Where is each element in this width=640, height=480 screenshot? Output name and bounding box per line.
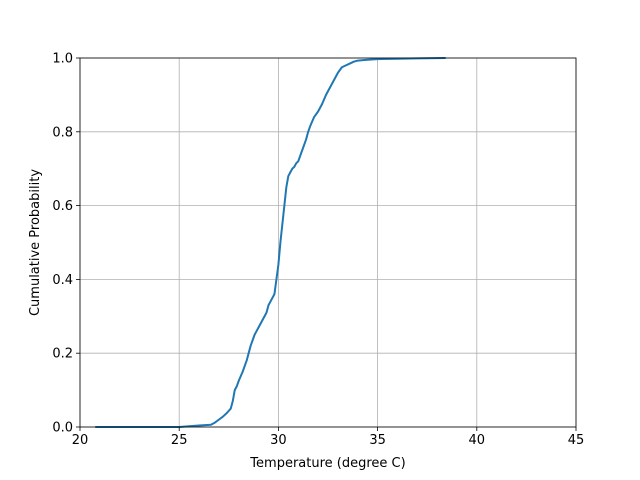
x-tick-label: 45 <box>568 433 585 448</box>
y-tick-label: 0.6 <box>52 199 73 214</box>
grid <box>79 57 577 428</box>
x-axis-label: Temperature (degree C) <box>249 456 405 471</box>
x-tick-label: 30 <box>270 433 287 448</box>
series-layer <box>94 57 447 428</box>
y-tick-label: 0.0 <box>52 421 73 436</box>
y-axis: 0.0 0.2 0.4 0.6 0.8 1.0 <box>52 52 80 436</box>
x-tick-label: 40 <box>469 433 486 448</box>
y-axis-label: Cumulative Probability <box>28 169 43 316</box>
x-tick-label: 35 <box>369 433 386 448</box>
y-tick-label: 1.0 <box>52 52 73 67</box>
x-tick-label: 25 <box>171 433 188 448</box>
plot-frame <box>79 57 577 428</box>
y-tick-label: 0.2 <box>52 347 73 362</box>
cdf-line <box>94 57 447 428</box>
y-tick-label: 0.4 <box>52 273 73 288</box>
x-axis: 20 25 30 35 40 45 <box>72 427 585 448</box>
y-tick-label: 0.8 <box>52 125 73 140</box>
x-tick-label: 20 <box>72 433 89 448</box>
